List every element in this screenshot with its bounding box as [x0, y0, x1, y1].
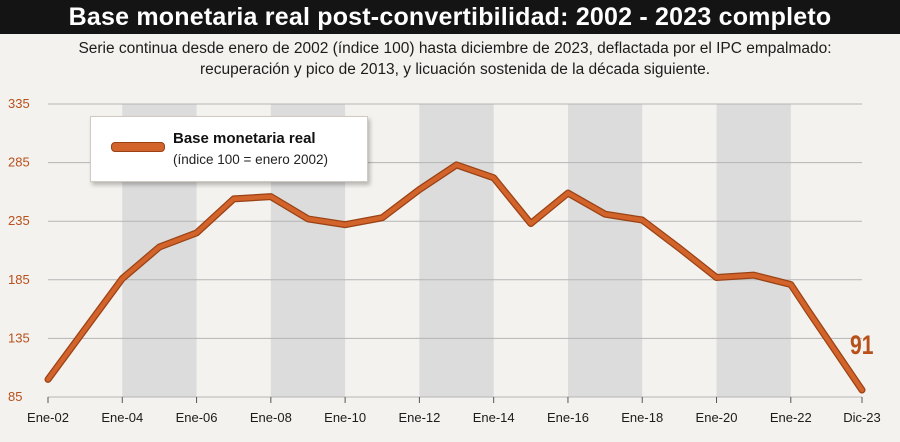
legend-series-subtitle: (índice 100 = enero 2002)	[173, 152, 328, 167]
shaded-band	[716, 104, 791, 397]
chart-subtitle: Serie continua desde enero de 2002 (índi…	[40, 38, 870, 80]
chart-title: Base monetaria real post-convertibilidad…	[0, 0, 900, 34]
subtitle-line-2: recuperación y pico de 2013, y licuación…	[199, 61, 711, 78]
subtitle-line-1: Serie continua desde enero de 2002 (índi…	[78, 40, 832, 57]
y-tick-label: 335	[8, 96, 30, 111]
y-tick-label: 185	[8, 272, 30, 287]
x-tick-label: Ene-20	[696, 410, 738, 425]
chart-legend: Base monetaria real (índice 100 = enero …	[90, 116, 368, 182]
end-value-label: 91	[850, 330, 874, 360]
x-tick-label: Dic-23	[843, 410, 881, 425]
x-tick-label: Ene-08	[250, 410, 292, 425]
x-tick-label: Ene-06	[176, 410, 218, 425]
x-tick-label: Ene-18	[621, 410, 663, 425]
y-tick-label: 285	[8, 155, 30, 170]
shaded-band	[419, 104, 494, 397]
x-tick-label: Ene-14	[473, 410, 515, 425]
y-tick-label: 135	[8, 330, 30, 345]
x-tick-label: Ene-22	[770, 410, 812, 425]
series-line	[45, 162, 865, 393]
shaded-band	[567, 104, 643, 397]
legend-series-name: Base monetaria real	[173, 130, 316, 147]
x-tick-label: Ene-12	[398, 410, 440, 425]
legend-line-swatch	[111, 142, 165, 152]
x-tick-label: Ene-02	[27, 410, 69, 425]
x-tick-label: Ene-10	[324, 410, 366, 425]
x-tick-label: Ene-04	[101, 410, 143, 425]
y-tick-label: 85	[8, 389, 22, 404]
x-tick-label: Ene-16	[547, 410, 589, 425]
y-tick-label: 235	[8, 213, 30, 228]
